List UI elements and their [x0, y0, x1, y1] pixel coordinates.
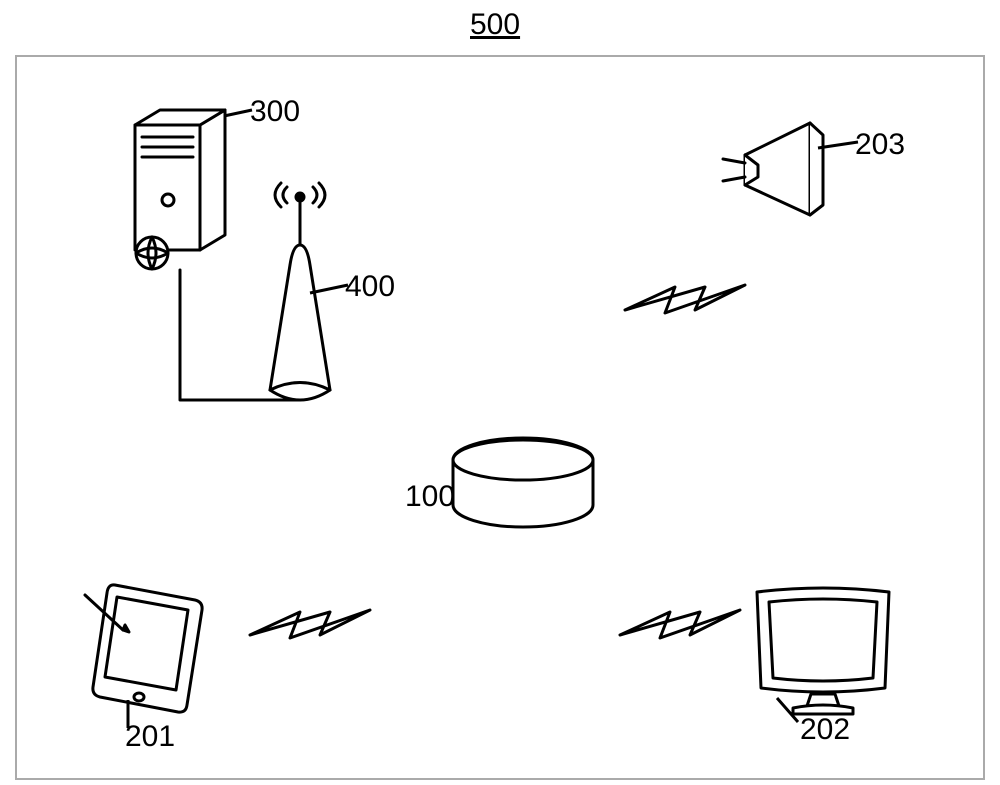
- diagram-canvas: 500 300: [0, 0, 1000, 785]
- signal-icon: [245, 600, 375, 650]
- signal-icon: [615, 600, 745, 650]
- monitor-label: 202: [800, 713, 850, 747]
- monitor-leader: [0, 0, 1000, 785]
- signal-icon: [620, 275, 750, 325]
